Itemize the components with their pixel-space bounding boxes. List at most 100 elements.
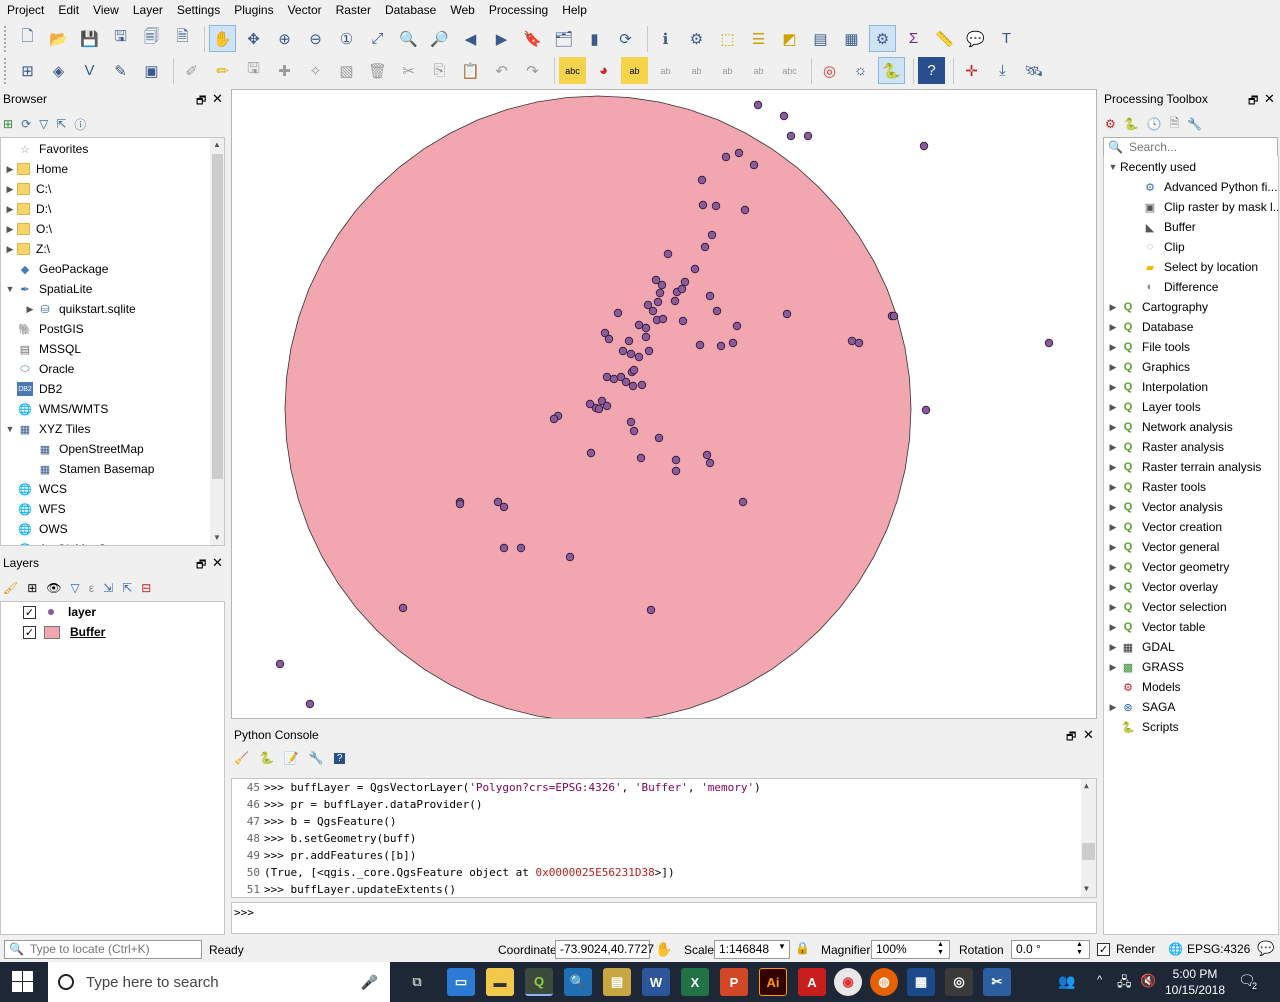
excel-icon[interactable]: X [681,968,709,996]
chevron-right-icon[interactable]: ▶ [1109,341,1117,352]
pan-icon[interactable]: ✋ [209,25,236,52]
browser-item[interactable]: ▼ ▦ XYZ Tiles [3,419,91,439]
options-icon[interactable]: 🔧 [1187,117,1203,131]
show-hide-labels-icon[interactable]: ab [691,65,702,76]
render-toggle[interactable]: ✓ Render [1097,942,1155,956]
menu-settings[interactable]: Settings [176,3,221,17]
models-icon[interactable]: ⚙ [1105,117,1116,131]
zoom-to-selection-icon[interactable]: 🔍 [399,30,418,48]
illustrator-icon[interactable]: Ai [759,968,787,996]
toggle-editing-icon[interactable]: ✏ [216,62,229,80]
toolbox-algorithm[interactable]: ◐ Difference [1128,277,1219,297]
float-panel-icon[interactable]: 🗗 [196,95,207,107]
refresh-icon[interactable]: ⟳ [619,30,632,48]
toolbox-algorithm[interactable]: ⚙ Advanced Python fi... [1128,177,1277,197]
new-temporary-layer-icon[interactable]: ▣ [144,62,159,80]
chevron-right-icon[interactable]: ▶ [26,303,34,314]
new-project-icon[interactable]: 🗋 [21,28,34,45]
delete-selected-icon[interactable]: 🗑 [367,62,388,80]
chevron-right-icon[interactable]: ▶ [1109,601,1117,612]
filter-by-expression-icon[interactable]: ε [88,581,95,595]
zoom-native-icon[interactable]: ① [339,30,354,48]
scroll-up-icon[interactable]: ▲ [1084,781,1089,790]
zoom-next-icon[interactable]: ▶ [495,30,508,48]
clear-console-icon[interactable]: 🧹 [234,751,249,765]
taskbar-clock[interactable]: 5:00 PM 10/15/2018 [1160,966,1230,998]
zoom-to-layer-icon[interactable]: 🔎 [430,30,449,48]
chevron-right-icon[interactable]: ▶ [1109,401,1117,412]
plugin-icon[interactable]: ☼ [853,62,868,79]
coordinate-capture-icon[interactable]: ✛ [965,62,978,80]
browser-item[interactable]: ▶ Home [3,159,68,179]
people-icon[interactable]: 👥 [1058,973,1076,989]
open-project-icon[interactable]: 📂 [49,30,68,48]
text-annotation-icon[interactable]: T [1001,30,1012,47]
float-panel-icon[interactable]: 🗗 [1248,95,1259,107]
processing-toolbox-icon[interactable]: ⚙ [869,25,896,52]
show-hidden-icons-icon[interactable]: ^ [1097,974,1103,986]
identify-icon[interactable]: ℹ [662,30,669,48]
spinner-icon[interactable]: ▲ ▼ [1076,941,1083,956]
chevron-right-icon[interactable]: ▶ [1109,421,1117,432]
browser-item[interactable]: ▼ ✒ SpatiaLite [3,279,93,299]
toolbox-group[interactable]: ▶ Q Raster tools [1106,477,1207,497]
scroll-up-icon[interactable]: ▲ [213,140,221,149]
menu-plugins[interactable]: Plugins [234,3,274,17]
windows-start-icon[interactable] [12,971,34,993]
python-console-icon[interactable]: 🐍 [878,57,905,84]
chevron-right-icon[interactable]: ▶ [1109,441,1117,452]
toolbox-group-recent[interactable]: ▼ Recently used [1106,157,1197,177]
chevron-right-icon[interactable]: ▶ [6,183,14,194]
toolbar-grip[interactable] [4,25,8,52]
browser-item[interactable]: ▦ OpenStreetMap [23,439,144,459]
menu-database[interactable]: Database [384,3,437,17]
show-bookmarks-icon[interactable]: 🗂 [553,30,574,48]
zoom-in-icon[interactable]: ⊕ [278,30,291,48]
browser-item[interactable]: ▶ Z:\ [3,239,50,259]
gps-tool-icon[interactable]: 🛰 [1023,62,1044,80]
task-view-icon[interactable]: ⧉ [412,974,422,989]
menu-edit[interactable]: Edit [58,3,80,17]
run-feature-action-icon[interactable]: ⚙ [689,30,704,48]
browser-item[interactable]: 🌐 WCS [3,479,67,499]
browser-item[interactable]: ⬭ Oracle [3,359,74,379]
toolbox-group[interactable]: ▶ Q Vector analysis [1106,497,1223,517]
pin-labels-icon[interactable]: ab [660,65,671,76]
browser-item[interactable]: ▶ C:\ [3,179,52,199]
layout-manager-icon[interactable]: 🗎 [176,28,189,45]
browser-item[interactable]: ◆ GeoPackage [3,259,109,279]
powerpoint-icon[interactable]: P [720,968,748,996]
network-icon[interactable]: 🖧 [1117,974,1132,989]
stack-app-icon[interactable]: ▤ [603,968,631,996]
new-geopackage-layer-icon[interactable]: ◈ [52,62,65,80]
layer-visibility-checkbox[interactable]: ✓ [23,605,36,619]
redo-icon[interactable]: ↷ [526,62,539,80]
chevron-right-icon[interactable]: ▶ [1109,661,1117,672]
map-canvas[interactable] [231,89,1097,719]
toolbox-group[interactable]: ▶ Q Vector general [1106,537,1220,557]
toolbox-group[interactable]: ▶ Q File tools [1106,337,1191,357]
action-center-icon[interactable]: 🗨 [1238,972,1256,988]
chevron-right-icon[interactable]: ▶ [6,243,14,254]
browser-item[interactable]: 🐘 PostGIS [3,319,84,339]
toolbox-algorithm[interactable]: ◣ Buffer [1128,217,1196,237]
field-calculator-icon[interactable]: ▦ [844,30,859,48]
help-icon[interactable]: ◎ [822,62,837,80]
new-bookmark-icon[interactable]: 🔖 [523,30,542,48]
copy-features-icon[interactable]: ⎘ [433,62,446,79]
chevron-right-icon[interactable]: ▶ [1109,501,1117,512]
layer-diagram-icon[interactable]: ◕ [598,62,609,79]
toolbox-group[interactable]: ▶ Q Layer tools [1106,397,1201,417]
close-panel-icon[interactable]: ✕ [212,555,223,570]
undo-icon[interactable]: ↶ [495,62,508,80]
browser-item[interactable]: 🌐 WFS [3,499,66,519]
browser-item[interactable]: ▶ ⛁ quikstart.sqlite [23,299,136,319]
float-panel-icon[interactable]: 🗗 [1066,731,1077,743]
chevron-right-icon[interactable]: ▶ [1109,521,1117,532]
toolbox-group[interactable]: ▶ Q Raster terrain analysis [1106,457,1262,477]
manage-map-themes-icon[interactable]: 👁 [46,581,62,595]
coordinate-field[interactable]: -73.9024,40.7727 [555,940,654,959]
chevron-right-icon[interactable]: ▶ [1109,701,1117,712]
label-toolbar-icon[interactable]: abc [559,57,586,84]
chevron-right-icon[interactable]: ▶ [1109,301,1117,312]
